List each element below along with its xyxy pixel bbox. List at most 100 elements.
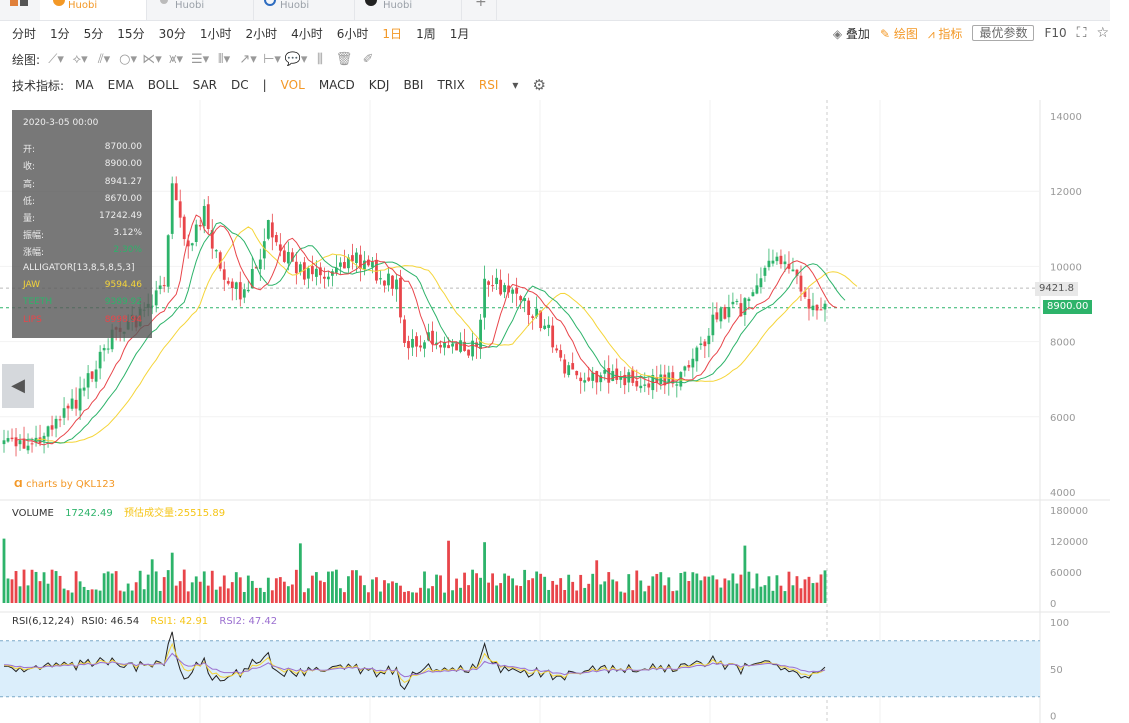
indicator-rsi[interactable]: RSI bbox=[478, 78, 499, 92]
candle-body bbox=[347, 257, 350, 269]
period-15m[interactable]: 15分 bbox=[117, 26, 145, 41]
best-params-button[interactable]: 最优参数 bbox=[972, 25, 1035, 41]
candle bbox=[679, 371, 683, 391]
volume-bar bbox=[523, 569, 527, 603]
candle-body bbox=[807, 298, 811, 309]
tooltip-value: 2.30% bbox=[113, 245, 142, 255]
volume-bar bbox=[302, 592, 306, 603]
tab-huobi-2[interactable]: Huobi bbox=[147, 0, 254, 20]
indicator-boll[interactable]: BOLL bbox=[147, 78, 179, 92]
indicator-button[interactable]: ⩘ 指标 bbox=[928, 25, 963, 42]
pattern-tool-icon[interactable]: ⩙▾ bbox=[169, 51, 183, 67]
period-30m[interactable]: 30分 bbox=[158, 26, 186, 41]
candle bbox=[631, 366, 635, 387]
channel-tool-icon[interactable]: ⫽▾ bbox=[97, 51, 111, 67]
volume-bar bbox=[711, 575, 715, 603]
rsi-axis-label: 50 bbox=[1050, 665, 1063, 676]
candle-body bbox=[711, 314, 715, 336]
ray-tool-icon[interactable]: ⟡▾ bbox=[72, 51, 88, 67]
indicator-trix[interactable]: TRIX bbox=[437, 78, 465, 92]
tab-huobi-4[interactable]: Huobi bbox=[355, 0, 462, 20]
period-4h[interactable]: 4小时 bbox=[291, 26, 323, 41]
period-1mo[interactable]: 1月 bbox=[449, 26, 470, 41]
indicator-ema[interactable]: EMA bbox=[107, 78, 134, 92]
logo-tab[interactable] bbox=[0, 0, 41, 20]
candle bbox=[791, 257, 795, 272]
period-1d[interactable]: 1日 bbox=[382, 26, 403, 41]
volume-bar bbox=[335, 569, 338, 603]
candle-body bbox=[687, 365, 691, 368]
indicator-dc[interactable]: DC bbox=[231, 78, 249, 92]
line-tool-icon[interactable]: ⟋▾ bbox=[48, 51, 64, 67]
f10-button[interactable]: F10 bbox=[1044, 26, 1067, 40]
volume-bar bbox=[491, 573, 494, 603]
candle bbox=[615, 358, 619, 385]
candle bbox=[459, 332, 462, 354]
tab-huobi-3[interactable]: Huobi bbox=[254, 0, 355, 20]
period-分时[interactable]: 分时 bbox=[12, 26, 37, 41]
fib-tool-icon[interactable]: ☰▾ bbox=[190, 51, 210, 67]
candle-body bbox=[182, 216, 186, 240]
trash-icon[interactable]: 🗑 bbox=[335, 51, 353, 67]
volume-bar bbox=[94, 589, 98, 603]
candle bbox=[371, 257, 374, 274]
volume-bar bbox=[375, 577, 378, 603]
candle-body bbox=[599, 375, 603, 383]
indicator-sar[interactable]: SAR bbox=[192, 78, 217, 92]
period-1h[interactable]: 1小时 bbox=[199, 26, 232, 41]
candle bbox=[62, 397, 66, 425]
indicator-ma[interactable]: MA bbox=[75, 78, 94, 92]
polyline-tool-icon[interactable]: ⋉▾ bbox=[142, 51, 162, 67]
period-1w[interactable]: 1周 bbox=[416, 26, 436, 41]
candle bbox=[579, 372, 583, 394]
volume-axis-label: 60000 bbox=[1050, 568, 1082, 579]
more-indicators-dropdown-icon[interactable]: ▾ bbox=[512, 78, 519, 92]
indicator-vol[interactable]: VOL bbox=[280, 78, 305, 92]
scroll-left-button[interactable]: ◀ bbox=[2, 364, 34, 408]
candle bbox=[250, 256, 254, 289]
volume-bar bbox=[182, 569, 186, 603]
indicator-bbi[interactable]: BBI bbox=[403, 78, 424, 92]
tab-huobi-1[interactable]: Huobi bbox=[40, 0, 147, 20]
volume-bar bbox=[22, 569, 26, 603]
indicator-kdj[interactable]: KDJ bbox=[368, 78, 390, 92]
rsi-axis-label: 0 bbox=[1050, 712, 1056, 723]
period-6h[interactable]: 6小时 bbox=[336, 26, 369, 41]
indicator-macd[interactable]: MACD bbox=[318, 78, 355, 92]
gear-icon[interactable]: ⚙ bbox=[532, 76, 546, 94]
star-icon[interactable]: ☆ bbox=[1096, 25, 1109, 41]
volume-bar bbox=[611, 579, 615, 603]
volume-bar bbox=[723, 578, 727, 603]
gann-tool-icon[interactable]: ⦀▾ bbox=[217, 51, 231, 67]
candle bbox=[14, 428, 18, 457]
candle-body bbox=[555, 348, 559, 351]
overlay-button[interactable]: ◈ 叠加 bbox=[833, 25, 870, 42]
tooltip-key: TEETH bbox=[23, 297, 53, 307]
measure-tool-icon[interactable]: ⊢▾ bbox=[263, 51, 281, 67]
bar-pattern-icon[interactable]: ⫼ bbox=[317, 51, 324, 67]
add-tab-button[interactable]: + bbox=[462, 0, 497, 20]
fullscreen-icon[interactable]: ⛶ bbox=[1076, 25, 1087, 41]
arrow-tool-icon[interactable]: ↗▾ bbox=[239, 51, 257, 67]
tooltip-key: ALLIGATOR[13,8,5,8,5,3] bbox=[23, 263, 135, 273]
draw-button[interactable]: ✎ 绘图 bbox=[880, 25, 918, 42]
volume-bar bbox=[551, 580, 555, 603]
candle bbox=[775, 252, 779, 265]
candle bbox=[755, 273, 759, 295]
indicator-label: 指标 bbox=[938, 26, 963, 41]
period-2h[interactable]: 2小时 bbox=[245, 26, 278, 41]
candle bbox=[495, 268, 498, 290]
volume-bar bbox=[383, 580, 386, 603]
candle-body bbox=[162, 285, 166, 287]
volume-bar bbox=[823, 570, 827, 603]
rsi-band-fill bbox=[0, 640, 1040, 697]
candle bbox=[667, 365, 671, 396]
comment-tool-icon[interactable]: 💬▾ bbox=[284, 51, 308, 67]
circle-tool-icon[interactable]: ○▾ bbox=[119, 51, 137, 67]
volume-bar bbox=[355, 570, 358, 603]
period-1m[interactable]: 1分 bbox=[50, 26, 70, 41]
period-5m[interactable]: 5分 bbox=[83, 26, 104, 41]
brush-icon[interactable]: ✐ bbox=[362, 51, 374, 67]
candle-body bbox=[363, 260, 366, 270]
